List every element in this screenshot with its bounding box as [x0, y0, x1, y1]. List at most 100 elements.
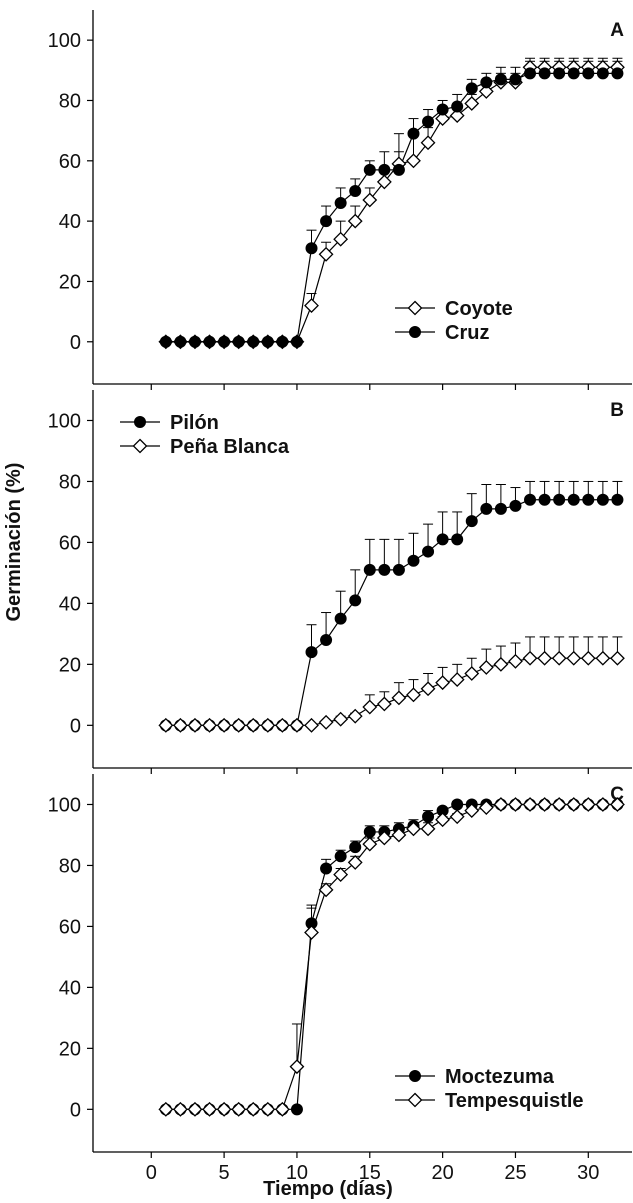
panel-a-y-tick-label: 80	[59, 90, 81, 112]
panel-c-series-1-point	[391, 827, 407, 843]
panel-c-y-tick-label: 100	[48, 794, 81, 816]
x-tick-label: 25	[504, 1162, 526, 1184]
panel-c-series-1-point	[187, 1101, 203, 1117]
panel-a-series-1-point	[349, 184, 362, 197]
panel-c-series-1-point	[508, 797, 523, 812]
panel-b-series-0-point	[524, 493, 537, 506]
panel-a-series-1-point	[247, 335, 260, 348]
panel-c-series-1-point	[595, 797, 611, 812]
panel-a-series-0-point	[333, 231, 349, 247]
panel-c-series-1-point	[318, 882, 334, 898]
panel-a-series-1-point	[465, 82, 478, 95]
panel-b-series-1-point	[347, 708, 363, 724]
panel-b-series-0-line	[165, 499, 618, 726]
panel-c-series-1-point	[449, 809, 465, 825]
panel-c-series-1-point	[580, 797, 596, 812]
panel-c-series-1-point	[537, 797, 553, 812]
panel-c-series-1-point	[376, 830, 392, 846]
panel-a-series-1-point	[392, 163, 405, 176]
panel-a-series-1-line	[165, 72, 618, 343]
panel-a-series-1-point	[159, 335, 172, 348]
panel-c-series-1-point	[347, 854, 363, 870]
panel-a-series-0-point	[318, 246, 334, 262]
panel-c-y-tick-label: 40	[59, 977, 81, 999]
panel-c-series-1-point	[333, 867, 349, 883]
panel-a-legend-marker	[409, 326, 421, 338]
panel-a-series-0-point	[406, 153, 421, 169]
panel-a-series-1-point	[582, 67, 595, 80]
panel-b-y-tick-label: 80	[59, 471, 81, 493]
panel-a-y-tick-label: 60	[59, 151, 81, 173]
panel-b-series-1-point	[406, 687, 421, 703]
panel-b-series-1-point	[551, 650, 567, 666]
panel-a-series-0-line	[165, 66, 618, 343]
panel-c-y-tick-label: 0	[70, 1099, 81, 1121]
panel-a-series-1-point	[276, 335, 289, 348]
panel-c-legend-marker	[407, 1092, 423, 1108]
panel-b-series-1-point	[493, 656, 509, 672]
panel-a-series-1-point	[436, 103, 449, 116]
panel-b-series-1-point	[478, 659, 494, 675]
panel-a-series-1-point	[451, 100, 464, 113]
panel-b-legend-marker	[132, 438, 148, 454]
panel-b-series-0-point	[494, 502, 507, 515]
panel-c-series-1-point	[172, 1101, 188, 1117]
panel-b-series-1-line	[165, 657, 618, 726]
panel-c-series-1-point	[420, 821, 436, 837]
panel-a-series-1-point	[305, 242, 318, 255]
panel-c-series-1-point	[406, 821, 421, 837]
panel-b-series-1-point	[376, 696, 392, 712]
panel-b-legend-label: Pilón	[170, 412, 219, 434]
panel-a-series-1-point	[407, 127, 420, 140]
panel-b-y-tick-label: 60	[59, 532, 81, 554]
panel-a-series-0-point	[420, 135, 436, 151]
panel-c-series-1-point	[362, 836, 378, 852]
panel-a-series-1-point	[611, 67, 624, 80]
panel-c-y-tick-label: 60	[59, 916, 81, 938]
panel-a-series-1-point	[290, 335, 303, 348]
panel-b-y-tick-label: 40	[59, 593, 81, 615]
panel-b-series-1-point	[449, 672, 465, 688]
panel-b-series-0-point	[451, 533, 464, 546]
panel-b-y-tick-label: 20	[59, 654, 81, 676]
panel-b-series-1-point	[216, 717, 232, 733]
panel-a-series-1-point	[261, 335, 274, 348]
panel-c-series-1-point	[260, 1101, 276, 1117]
panel-c-series-1-point	[304, 925, 319, 940]
panel-c-legend-label: Tempesquistle	[445, 1090, 584, 1112]
panel-b-series-0-point	[363, 563, 376, 576]
panel-b-series-1-point	[464, 666, 480, 681]
panel-c-series-1-point	[566, 797, 582, 812]
panel-c-series-1-point	[158, 1101, 174, 1117]
panel-c-series-1-point	[522, 797, 538, 812]
panel-c-series-1-line	[165, 803, 618, 1110]
panel-a-series-0-point	[478, 84, 494, 99]
panel-c-series-1-point	[231, 1101, 247, 1117]
panel-b-series-0-point	[320, 633, 333, 646]
panel-a-series-0-point	[464, 96, 480, 111]
panel-c-series-0-point	[451, 798, 464, 811]
panel-b-series-1-point	[333, 711, 349, 727]
panel-a-series-1-point	[553, 67, 566, 80]
x-axis-title: Tiempo (días)	[263, 1178, 393, 1200]
panel-a-series-1-point	[378, 163, 391, 176]
panel-b-series-0-point	[553, 493, 566, 506]
panel-a-legend-marker	[407, 300, 423, 316]
panel-a-series-0-point	[435, 111, 451, 126]
panel-b-series-0-point	[567, 493, 580, 506]
panel-a-letter: A	[610, 20, 624, 41]
panel-a-series-1-point	[567, 67, 580, 80]
x-tick-label: 5	[219, 1162, 230, 1184]
x-tick-label: 30	[577, 1162, 599, 1184]
panel-b-y-tick-label: 100	[48, 410, 81, 432]
panel-b-series-0-point	[465, 515, 478, 528]
panel-b-series-0-point	[378, 563, 391, 576]
panel-c-legend-marker	[409, 1070, 421, 1082]
panel-a-series-1-point	[174, 335, 187, 348]
x-tick-label: 15	[359, 1162, 381, 1184]
panel-a-series-1-point	[494, 73, 507, 86]
panel-c-series-1-point	[610, 797, 625, 812]
panel-a-series-1-point	[538, 67, 551, 80]
panel-a-series-0-point	[376, 174, 392, 190]
